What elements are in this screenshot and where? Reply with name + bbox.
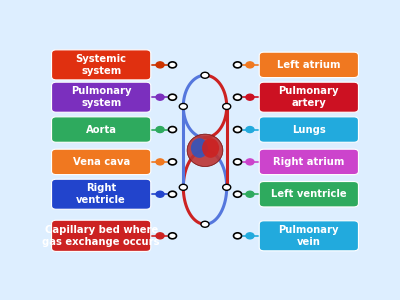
Text: Pulmonary
vein: Pulmonary vein	[278, 225, 339, 247]
FancyBboxPatch shape	[52, 220, 151, 251]
Circle shape	[234, 62, 242, 68]
Circle shape	[156, 159, 164, 165]
Circle shape	[168, 62, 176, 68]
Text: Right
ventricle: Right ventricle	[76, 183, 126, 205]
Circle shape	[168, 233, 176, 239]
Circle shape	[201, 221, 209, 227]
Circle shape	[223, 184, 231, 190]
Text: Aorta: Aorta	[86, 124, 117, 135]
Circle shape	[179, 103, 187, 109]
FancyBboxPatch shape	[52, 149, 151, 175]
Text: Left atrium: Left atrium	[277, 60, 340, 70]
Circle shape	[234, 94, 242, 100]
FancyBboxPatch shape	[52, 82, 151, 112]
Circle shape	[246, 233, 254, 239]
Circle shape	[168, 127, 176, 133]
Circle shape	[156, 191, 164, 197]
FancyBboxPatch shape	[259, 182, 358, 207]
Circle shape	[156, 127, 164, 133]
Circle shape	[246, 159, 254, 165]
Circle shape	[234, 127, 242, 133]
Circle shape	[246, 127, 254, 133]
FancyBboxPatch shape	[52, 50, 151, 80]
Circle shape	[156, 62, 164, 68]
Ellipse shape	[202, 138, 219, 158]
Ellipse shape	[191, 138, 208, 158]
Circle shape	[156, 233, 164, 239]
Text: Vena cava: Vena cava	[72, 157, 130, 167]
Text: Capillary bed where
gas exchange occurs: Capillary bed where gas exchange occurs	[42, 225, 160, 247]
Circle shape	[179, 184, 187, 190]
Ellipse shape	[187, 134, 223, 166]
Text: Systemic
system: Systemic system	[76, 54, 127, 76]
FancyBboxPatch shape	[52, 117, 151, 142]
Circle shape	[246, 94, 254, 100]
FancyBboxPatch shape	[259, 221, 358, 251]
Circle shape	[234, 191, 242, 197]
Circle shape	[168, 159, 176, 165]
Text: Right atrium: Right atrium	[273, 157, 344, 167]
Circle shape	[168, 191, 176, 197]
Circle shape	[246, 191, 254, 197]
Text: Lungs: Lungs	[292, 124, 326, 135]
FancyBboxPatch shape	[259, 52, 358, 78]
Text: Pulmonary
artery: Pulmonary artery	[278, 86, 339, 108]
FancyBboxPatch shape	[52, 179, 151, 209]
Circle shape	[234, 233, 242, 239]
FancyBboxPatch shape	[259, 149, 358, 175]
FancyBboxPatch shape	[259, 117, 358, 142]
Circle shape	[168, 94, 176, 100]
Text: Left ventricle: Left ventricle	[271, 189, 347, 199]
Circle shape	[201, 72, 209, 78]
Circle shape	[156, 94, 164, 100]
FancyBboxPatch shape	[259, 82, 358, 112]
Circle shape	[223, 103, 231, 109]
Text: Pulmonary
system: Pulmonary system	[71, 86, 131, 108]
Circle shape	[234, 159, 242, 165]
Circle shape	[246, 62, 254, 68]
